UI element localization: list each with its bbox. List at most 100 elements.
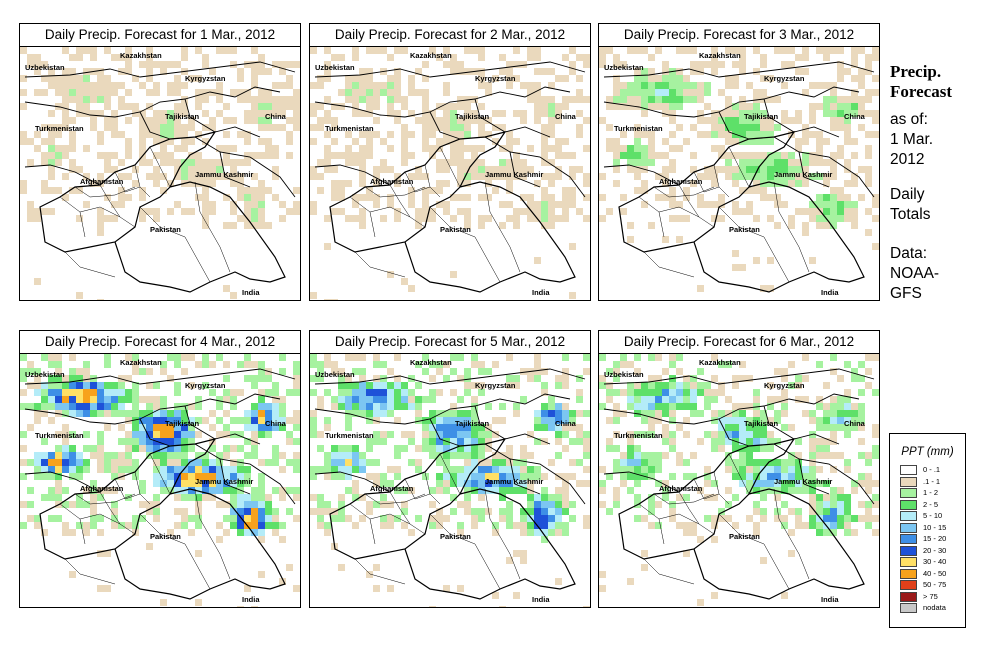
precip-cell [195, 522, 202, 529]
precip-cell [69, 354, 76, 361]
precip-cell [48, 452, 55, 459]
precip-cell [704, 166, 711, 173]
precip-cell [634, 145, 641, 152]
precip-cell [471, 417, 478, 424]
precip-cell [104, 452, 111, 459]
precip-cell [450, 68, 457, 75]
precip-cell [562, 194, 569, 201]
precip-cell [844, 424, 851, 431]
precip-cell [216, 173, 223, 180]
precip-cell [352, 54, 359, 61]
precip-cell [697, 201, 704, 208]
precip-cell [118, 131, 125, 138]
precip-cell [20, 47, 27, 54]
precip-cell [181, 424, 188, 431]
precip-cell [132, 382, 139, 389]
precip-cell [195, 194, 202, 201]
precip-cell [153, 82, 160, 89]
precip-cell [97, 445, 104, 452]
precip-cell [753, 396, 760, 403]
precip-cell [613, 159, 620, 166]
precip-cell [662, 494, 669, 501]
precip-cell [725, 431, 732, 438]
precip-cell [485, 473, 492, 480]
precip-cell [506, 557, 513, 564]
border-line [404, 393, 571, 425]
precip-cell [153, 117, 160, 124]
precip-cell [272, 515, 279, 522]
precip-cell [711, 445, 718, 452]
precip-cell [457, 473, 464, 480]
precip-cell [788, 215, 795, 222]
precip-cell [153, 410, 160, 417]
precip-cell [725, 166, 732, 173]
precip-cell [492, 592, 499, 599]
precip-cell [167, 431, 174, 438]
map-label-turkmenistan: Turkmenistan [325, 431, 374, 440]
precip-cell [606, 208, 613, 215]
precip-cell [258, 215, 265, 222]
precip-cell [534, 494, 541, 501]
precip-cell [230, 159, 237, 166]
precip-cell [781, 466, 788, 473]
precip-cell [174, 410, 181, 417]
precip-cell [655, 396, 662, 403]
precip-cell [499, 54, 506, 61]
precip-cell [55, 473, 62, 480]
precip-cell [781, 480, 788, 487]
precip-cell [781, 501, 788, 508]
precip-cell [599, 382, 606, 389]
precip-cell [548, 180, 555, 187]
precip-cell [408, 375, 415, 382]
precip-cell [55, 89, 62, 96]
precip-cell [641, 110, 648, 117]
precip-cell [569, 187, 576, 194]
precip-cell [478, 54, 485, 61]
precip-cell [851, 54, 858, 61]
precip-cell [683, 375, 690, 382]
precip-cell [746, 480, 753, 487]
precip-cell [167, 117, 174, 124]
precip-cell [478, 389, 485, 396]
precip-cell [20, 522, 27, 529]
precip-cell [331, 117, 338, 124]
precip-cell [146, 501, 153, 508]
precip-cell [69, 410, 76, 417]
precip-cell [153, 215, 160, 222]
precip-cell [167, 473, 174, 480]
precip-cell [648, 522, 655, 529]
precip-cell [620, 145, 627, 152]
precip-cell [704, 466, 711, 473]
legend-swatch [900, 580, 917, 590]
precip-cell [83, 110, 90, 117]
precip-cell [310, 361, 317, 368]
precip-cell [380, 138, 387, 145]
precip-cell [373, 117, 380, 124]
precip-cell [209, 208, 216, 215]
legend-label: 15 - 20 [923, 534, 947, 543]
precip-cell [422, 438, 429, 445]
precip-cell [97, 431, 104, 438]
precip-cell [648, 75, 655, 82]
map-label-jammu-kashmir: Jammu Kashmir [774, 170, 832, 179]
precip-cell [837, 375, 844, 382]
precip-cell [837, 494, 844, 501]
precip-cell [478, 382, 485, 389]
precip-cell [359, 452, 366, 459]
precip-cell [492, 452, 499, 459]
precip-cell [676, 82, 683, 89]
precip-cell [697, 599, 704, 606]
precip-cell [202, 61, 209, 68]
precip-cell [732, 152, 739, 159]
precip-cell [188, 208, 195, 215]
precip-cell [613, 103, 620, 110]
precip-cell [373, 473, 380, 480]
border-line [484, 136, 586, 198]
precip-cell [153, 473, 160, 480]
precip-cell [244, 417, 251, 424]
precip-cell [648, 466, 655, 473]
precip-cell [774, 96, 781, 103]
precip-cell [613, 368, 620, 375]
border-line [618, 131, 796, 253]
precip-cell [851, 138, 858, 145]
